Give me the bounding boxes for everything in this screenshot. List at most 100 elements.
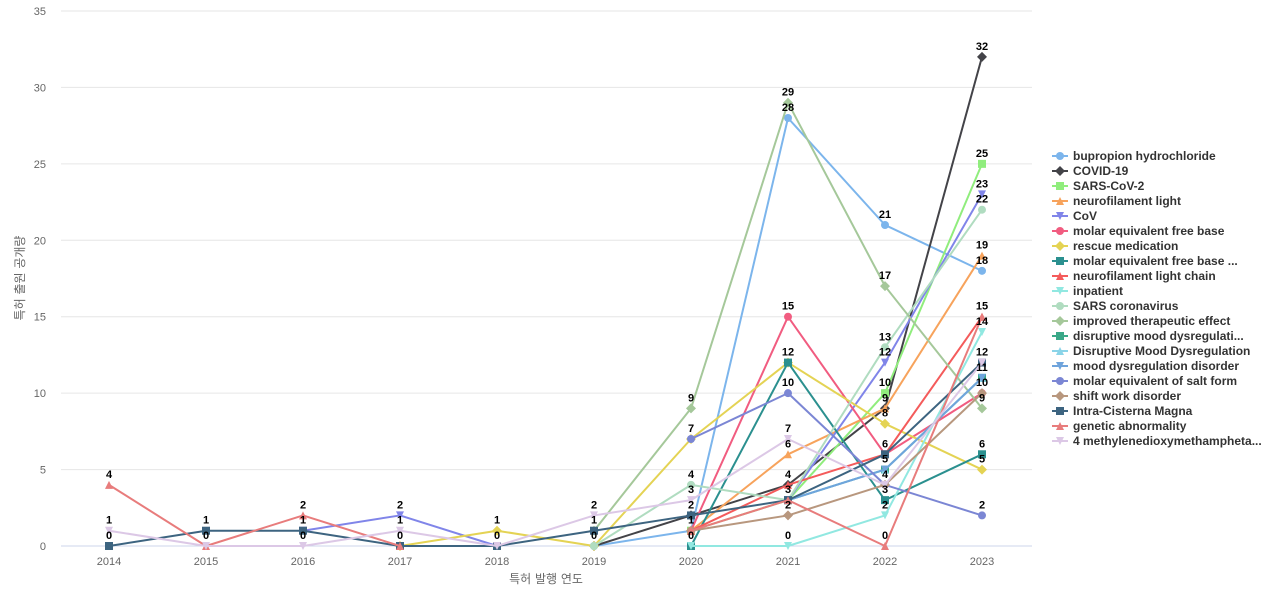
series-line (108, 316, 983, 547)
data-point (687, 526, 695, 535)
data-point (590, 542, 598, 550)
data-point (687, 435, 695, 443)
series-11 (589, 97, 987, 536)
data-label: 8 (882, 408, 888, 420)
legend-item[interactable]: Disruptive Mood Dysregulation (1052, 344, 1250, 358)
data-label: 10 (782, 377, 794, 389)
data-point (977, 388, 987, 399)
data-point (202, 526, 210, 535)
legend-label: COVID-19 (1073, 164, 1129, 178)
data-point (881, 542, 889, 550)
legend-item[interactable]: SARS coronavirus (1052, 299, 1179, 313)
data-point (784, 542, 792, 550)
x-tick-label: 2023 (970, 556, 994, 568)
x-tick-label: 2021 (776, 556, 800, 568)
data-point (784, 358, 792, 367)
data-point (783, 97, 793, 108)
data-label: 32 (976, 41, 988, 53)
series-18 (105, 312, 986, 550)
data-point (687, 542, 695, 550)
data-label: 1 (688, 515, 694, 527)
data-point (978, 205, 986, 214)
data-point (396, 511, 404, 520)
legend-marker (1056, 347, 1064, 355)
legend-item[interactable]: inpatient (1052, 284, 1123, 298)
legend-item[interactable]: shift work disorder (1052, 389, 1181, 403)
legend-marker (1056, 407, 1064, 415)
data-label: 10 (976, 377, 988, 389)
data-label: 6 (785, 438, 791, 450)
y-tick-label: 20 (34, 235, 46, 247)
legend-item[interactable]: molar equivalent of salt form (1052, 374, 1237, 388)
data-point (492, 525, 502, 536)
legend-item[interactable]: bupropion hydrochloride (1052, 149, 1216, 163)
data-label: 5 (882, 454, 888, 466)
legend-label: rescue medication (1073, 239, 1178, 253)
x-tick-label: 2015 (194, 556, 218, 568)
legend-label: improved therapeutic effect (1073, 314, 1230, 328)
legend-marker (1056, 377, 1064, 385)
legend-item[interactable]: neurofilament light (1052, 194, 1181, 208)
legend-item[interactable]: 4 methylenedioxymethampheta... (1052, 434, 1262, 448)
data-label: 22 (976, 194, 988, 206)
data-point (105, 542, 113, 550)
data-label: 11 (976, 362, 988, 374)
legend-label: bupropion hydrochloride (1073, 149, 1216, 163)
data-point (977, 403, 987, 414)
data-label: 0 (688, 530, 694, 542)
legend-label: Intra-Cisterna Magna (1073, 404, 1193, 418)
data-point (105, 526, 113, 535)
legend-item[interactable]: genetic abnormality (1052, 419, 1187, 433)
legend-item[interactable]: molar equivalent free base (1052, 224, 1225, 238)
y-tick-label: 15 (34, 312, 46, 324)
data-label: 0 (106, 530, 112, 542)
data-point (978, 358, 986, 367)
legend-item[interactable]: SARS-CoV-2 (1052, 179, 1145, 193)
data-point (784, 389, 792, 398)
data-point (202, 542, 210, 550)
legend-marker (1056, 332, 1064, 340)
data-label: 10 (879, 377, 891, 389)
legend-marker (1056, 437, 1064, 445)
legend-item[interactable]: molar equivalent free base ... (1052, 254, 1238, 268)
x-axis: 2014 2015 2016 2017 2018 2019 2020 2021 2022 2023 (61, 545, 1032, 568)
legend[interactable]: bupropion hydrochlorideCOVID-19SARS-CoV-… (1052, 149, 1262, 448)
y-tick-label: 35 (34, 6, 46, 18)
data-label: 1 (591, 515, 597, 527)
legend-label: Disruptive Mood Dysregulation (1073, 344, 1250, 358)
legend-label: SARS coronavirus (1073, 299, 1179, 313)
data-point (784, 496, 792, 505)
data-label: 0 (300, 530, 306, 542)
legend-marker (1055, 166, 1065, 176)
legend-marker (1056, 302, 1064, 310)
data-label: 12 (976, 347, 988, 359)
legend-marker (1056, 362, 1064, 370)
legend-item[interactable]: CoV (1052, 209, 1097, 223)
data-label: 9 (688, 392, 694, 404)
legend-item[interactable]: mood dysregulation disorder (1052, 359, 1239, 373)
data-label: 0 (591, 530, 597, 542)
data-point (783, 510, 793, 521)
legend-item[interactable]: Intra-Cisterna Magna (1052, 404, 1193, 418)
data-label: 4 (688, 469, 695, 481)
data-label: 3 (882, 484, 888, 496)
data-point (881, 221, 889, 229)
data-point (299, 511, 307, 520)
y-tick-label: 5 (40, 465, 46, 477)
legend-item[interactable]: COVID-19 (1052, 164, 1129, 178)
legend-marker (1056, 182, 1064, 190)
legend-marker (1055, 241, 1065, 251)
data-point (493, 542, 501, 550)
data-point (881, 343, 889, 352)
legend-item[interactable]: rescue medication (1052, 239, 1178, 253)
data-label: 12 (782, 347, 794, 359)
legend-item[interactable]: neurofilament light chain (1052, 269, 1216, 283)
legend-item[interactable]: disruptive mood dysregulati... (1052, 329, 1244, 343)
data-label: 15 (782, 301, 794, 313)
legend-label: 4 methylenedioxymethampheta... (1073, 434, 1262, 448)
data-point (396, 542, 404, 550)
legend-item[interactable]: improved therapeutic effect (1052, 314, 1230, 328)
x-tick-label: 2020 (679, 556, 703, 568)
legend-label: molar equivalent free base (1073, 224, 1225, 238)
